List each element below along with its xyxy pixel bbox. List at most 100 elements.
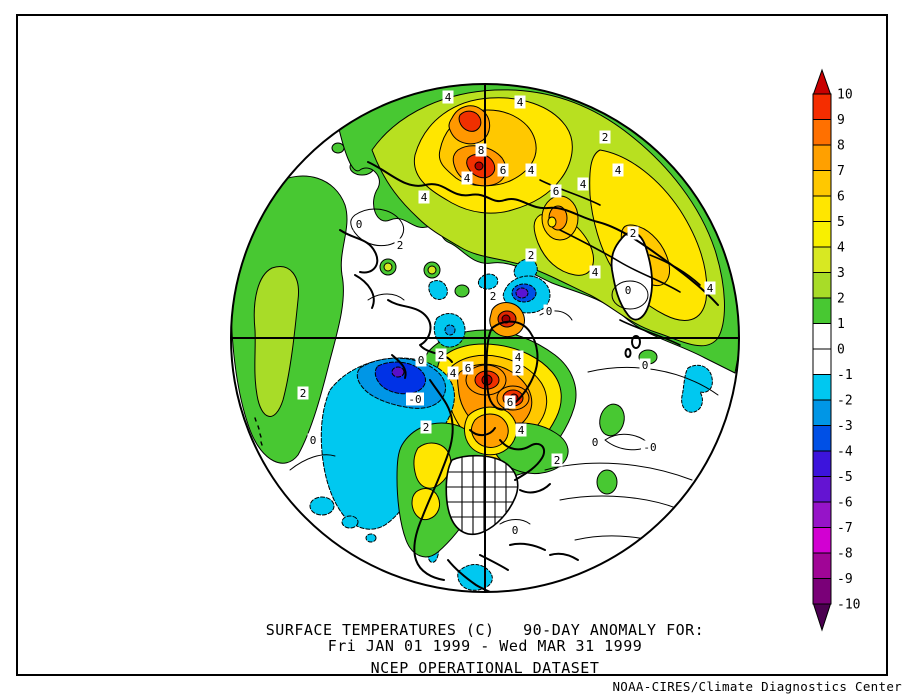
colorbar-segment [812, 552, 832, 579]
svg-text:4: 4 [592, 266, 599, 279]
contour-label: 2 [394, 238, 406, 252]
colorbar-segment [812, 297, 832, 324]
plot-title: SURFACE TEMPERATURES (C) 90-DAY ANOMALY … [265, 621, 705, 639]
svg-text:2: 2 [397, 239, 404, 252]
contour-label: 4 [442, 90, 454, 104]
contour-label: 6 [550, 184, 562, 198]
contour-label: 8 [475, 143, 487, 157]
svg-text:2: 2 [515, 363, 522, 376]
contour-label: -0 [641, 440, 659, 454]
svg-text:6: 6 [553, 185, 560, 198]
colorbar-tick-label: -3 [837, 419, 853, 434]
contour-label: 6 [497, 163, 509, 177]
colorbar-tick-label: -5 [837, 470, 853, 485]
colorbar-tick-label: 2 [837, 292, 845, 307]
colorbar-tick-label: 7 [837, 164, 845, 179]
svg-text:4: 4 [450, 367, 457, 380]
contour-label: 2 [512, 362, 524, 376]
svg-text:4: 4 [580, 178, 587, 191]
svg-text:4: 4 [445, 91, 452, 104]
contour-label: 4 [512, 350, 524, 364]
colorbar-tick-label: 4 [837, 241, 845, 256]
colorbar-segment [812, 399, 832, 426]
svg-text:8: 8 [478, 144, 485, 157]
contour-label: 4 [589, 265, 601, 279]
svg-text:0: 0 [418, 354, 425, 367]
contour-label: 0 [622, 283, 634, 297]
colorbar-tick-label: 0 [837, 343, 845, 358]
region-north-america [396, 406, 569, 558]
coastlines [254, 161, 719, 592]
svg-text:6: 6 [465, 362, 472, 375]
colorbar-tick-label: 6 [837, 190, 845, 205]
colorbar-tick-label: 9 [837, 113, 845, 128]
region-hot-spot-pole [489, 302, 525, 338]
contour-label: 2 [297, 386, 309, 400]
contour-label: 4 [612, 163, 624, 177]
plot-dataset-label: NCEP OPERATIONAL DATASET [370, 659, 600, 677]
colorbar-tick-label: -7 [837, 521, 853, 536]
svg-text:4: 4 [421, 191, 428, 204]
colorbar-segment [812, 93, 832, 120]
svg-text:4: 4 [464, 172, 471, 185]
svg-text:2: 2 [490, 290, 497, 303]
zero-contours [289, 208, 719, 551]
region-small-greens [379, 258, 470, 298]
colorbar-segment [812, 195, 832, 222]
colorbar-tick-label: -1 [837, 368, 853, 383]
contour-label: 0 [509, 523, 521, 537]
colorbar-segment [812, 501, 832, 528]
plot-date-range: Fri JAN 01 1999 - Wed MAR 31 1999 [327, 637, 643, 655]
svg-text:4: 4 [528, 164, 535, 177]
colorbar-tick-label: -10 [837, 598, 860, 613]
contour-label: 4 [461, 171, 473, 185]
svg-text:-0: -0 [408, 393, 421, 406]
contour-label: 2 [551, 453, 563, 467]
svg-text:-0: -0 [643, 441, 656, 454]
contour-label: 0 [543, 304, 555, 318]
svg-text:4: 4 [515, 351, 522, 364]
svg-text:6: 6 [507, 396, 514, 409]
colorbar-segment [812, 348, 832, 375]
svg-text:4: 4 [517, 96, 524, 109]
colorbar-tick-label: 1 [837, 317, 845, 332]
colorbar-arrow-up [812, 68, 832, 95]
svg-text:2: 2 [300, 387, 307, 400]
svg-text:2: 2 [554, 454, 561, 467]
contour-label: 0 [639, 358, 651, 372]
colorbar-segment [812, 119, 832, 146]
contour-label: 4 [525, 163, 537, 177]
colorbar-tick-label: -6 [837, 496, 853, 511]
colorbar-arrow-down [812, 603, 832, 632]
colorbar-segment [812, 578, 832, 605]
svg-text:2: 2 [528, 249, 535, 262]
contour-label: 2 [435, 348, 447, 362]
colorbar-tick-label: -8 [837, 547, 853, 562]
svg-text:0: 0 [356, 218, 363, 231]
region-cold-gulf [457, 564, 493, 591]
contour-label: 4 [447, 366, 459, 380]
colorbar-segment [812, 272, 832, 299]
plot-frame [16, 14, 888, 676]
svg-text:0: 0 [546, 305, 553, 318]
colorbar-segment [812, 374, 832, 401]
contour-label: 6 [462, 361, 474, 375]
colorbar-segment [812, 450, 832, 477]
contour-label: 4 [515, 423, 527, 437]
contour-label: 2 [627, 226, 639, 240]
contour-label: 2 [525, 248, 537, 262]
svg-text:0: 0 [625, 284, 632, 297]
svg-text:4: 4 [707, 282, 714, 295]
svg-text:4: 4 [615, 164, 622, 177]
colorbar-tick-label: 3 [837, 266, 845, 281]
region-scandinavia-white [610, 231, 653, 321]
polar-map [231, 84, 739, 592]
colorbar-segment [812, 476, 832, 503]
colorbar-segment [812, 170, 832, 197]
colorbar-tick-label: -9 [837, 572, 853, 587]
colorbar-segment [812, 221, 832, 248]
